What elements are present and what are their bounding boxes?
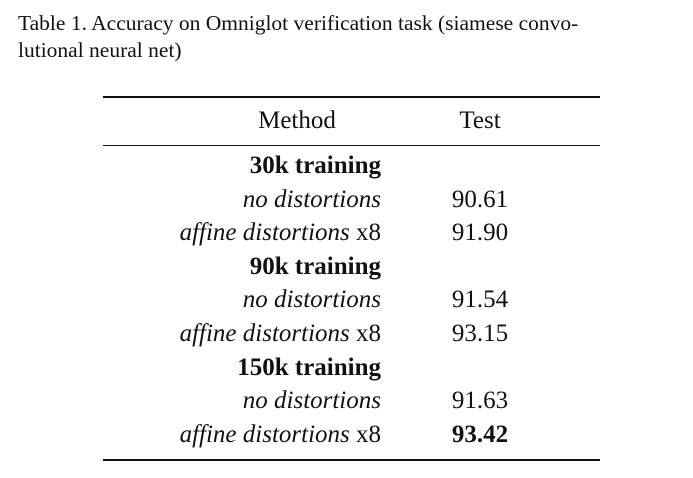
table-row: no distortions 91.63 (103, 384, 600, 418)
table-bottom-rule (103, 459, 600, 462)
method-cell: no distortions (242, 387, 381, 415)
table-header-row: Method Test (103, 98, 600, 140)
test-cell-best: 93.42 (451, 420, 509, 448)
group-row-150k: 150k training (103, 351, 600, 385)
group-label: 90k training (249, 252, 381, 280)
test-cell: 93.15 (451, 319, 509, 347)
group-row-30k: 30k training (103, 149, 600, 183)
method-cell: no distortions (242, 185, 381, 213)
method-cell: affine distortions x8 (179, 319, 381, 347)
group-label: 30k training (249, 152, 381, 179)
results-table: Method Test 30k training no distortions … (103, 96, 600, 462)
method-cell: affine distortions x8 (179, 420, 381, 448)
table-row: affine distortions x8 93.42 (103, 418, 600, 452)
group-label: 150k training (237, 353, 381, 381)
method-cell: no distortions (242, 286, 381, 314)
caption-line-1: Table 1. Accuracy on Omniglot verificati… (18, 11, 579, 35)
table-row: no distortions 90.61 (103, 183, 600, 217)
test-cell: 91.63 (451, 387, 509, 415)
header-method: Method (258, 107, 336, 134)
table-row: affine distortions x8 91.90 (103, 216, 600, 250)
table-row: no distortions 91.54 (103, 283, 600, 317)
test-cell: 91.54 (451, 286, 509, 314)
table-header-rule (103, 145, 600, 146)
table-caption: Table 1. Accuracy on Omniglot verificati… (18, 10, 678, 64)
table-top-rule (103, 96, 600, 98)
table-row: affine distortions x8 93.15 (103, 317, 600, 351)
test-cell: 90.61 (451, 185, 509, 213)
caption-line-2: lutional neural net) (18, 38, 182, 62)
test-cell: 91.90 (451, 219, 509, 247)
header-test: Test (459, 107, 501, 134)
method-cell: affine distortions x8 (179, 219, 381, 247)
group-row-90k: 90k training (103, 250, 600, 284)
